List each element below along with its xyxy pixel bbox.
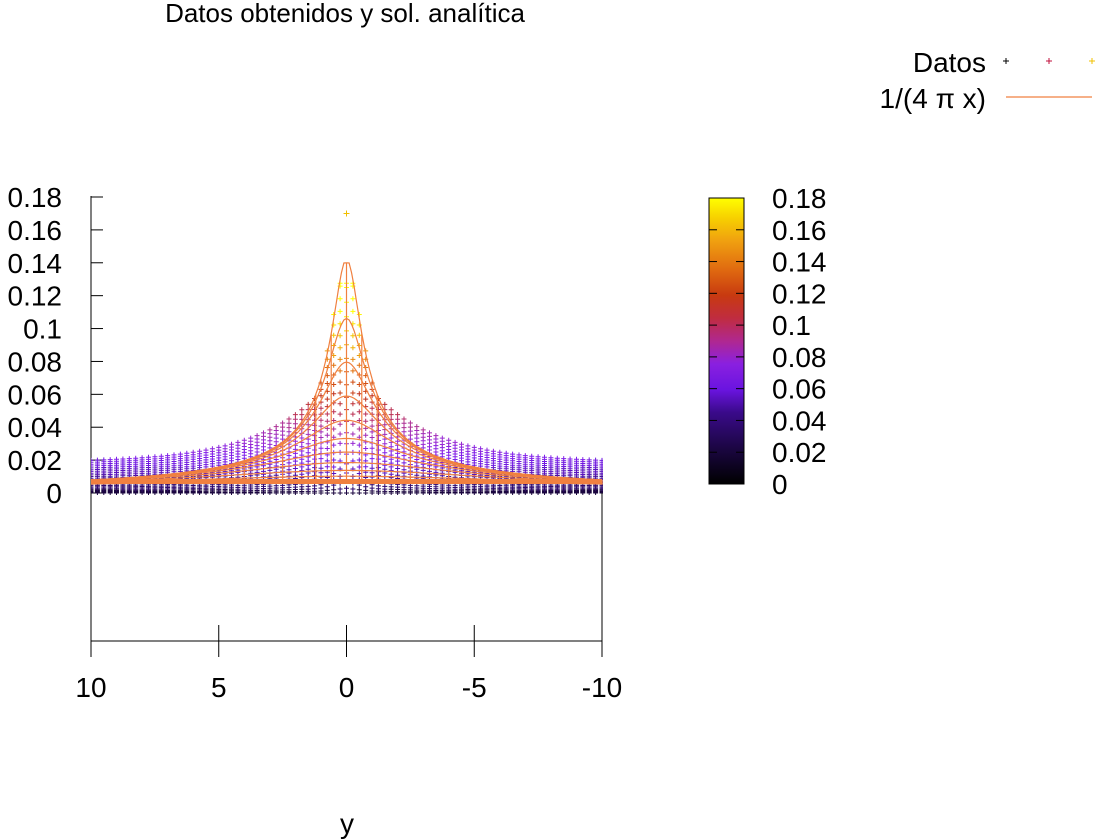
z-tick-label: 0.16 (8, 215, 63, 246)
z-tick-label: 0.1 (23, 314, 62, 345)
plot-base (90, 493, 603, 642)
datos-point-group (91, 464, 603, 477)
datos-point-group (331, 321, 362, 328)
z-ticks: 0.180.160.140.120.10.080.060.040.020 (8, 182, 103, 509)
colorbar (708, 197, 745, 485)
z-tick-label: 0.18 (8, 182, 63, 213)
colorbar-tick-label: 0.1 (772, 310, 811, 341)
x-axis-label: y (340, 808, 354, 839)
colorbar-tick-label: 0 (772, 469, 788, 500)
chart-title: Datos obtenidos y sol. analítica (165, 0, 525, 28)
z-tick-label: 0.14 (8, 248, 63, 279)
legend-label-analytic: 1/(4 π x) (880, 83, 986, 114)
colorbar-tick-label: 0.04 (772, 405, 827, 436)
datos-point-group (337, 308, 356, 314)
z-tick-label: 0.08 (8, 346, 63, 377)
legend-marker-point (1046, 58, 1052, 64)
z-tick-label: 0.06 (8, 379, 63, 410)
datos-point-group (324, 362, 369, 374)
series-datos-peak (343, 210, 350, 217)
colorbar-tick-label: 0.16 (772, 215, 827, 246)
datos-point-group (331, 332, 362, 339)
legend-marker-point (1089, 58, 1095, 64)
datos-point-group (254, 428, 439, 440)
colorbar-tick-label: 0.02 (772, 437, 827, 468)
legend-marker-point (1003, 58, 1009, 64)
z-tick-label: 0.04 (8, 412, 63, 443)
legend-label-datos: Datos (913, 47, 986, 78)
legend: Datos 1/(4 π x) (880, 47, 1095, 114)
colorbar-gradient (708, 197, 745, 485)
z-tick-label: 0 (46, 478, 62, 509)
x-tick-label: 5 (211, 672, 227, 703)
x-tick-label: 0 (339, 672, 355, 703)
z-tick-label: 0.02 (8, 445, 63, 476)
series-datos-points (91, 280, 603, 495)
colorbar-ticks: 0.180.160.140.120.10.080.060.040.020 (709, 183, 827, 500)
datos-peak-point (343, 210, 350, 217)
colorbar-tick-label: 0.18 (772, 183, 827, 214)
x-ticks: 10 5 0 -5 -10 (75, 625, 622, 703)
x-tick-label: -5 (462, 672, 487, 703)
series-analytic-lines (91, 262, 603, 485)
colorbar-tick-label: 0.08 (772, 342, 827, 373)
data-layer (91, 262, 603, 495)
colorbar-tick-label: 0.12 (772, 278, 827, 309)
z-tick-label: 0.12 (8, 281, 63, 312)
datos-point-group (267, 420, 426, 433)
x-tick-label: 10 (75, 672, 106, 703)
x-tick-label: -10 (582, 672, 622, 703)
colorbar-tick-label: 0.14 (772, 247, 827, 278)
colorbar-tick-label: 0.06 (772, 374, 827, 405)
legend-marker-datos (1003, 58, 1095, 64)
